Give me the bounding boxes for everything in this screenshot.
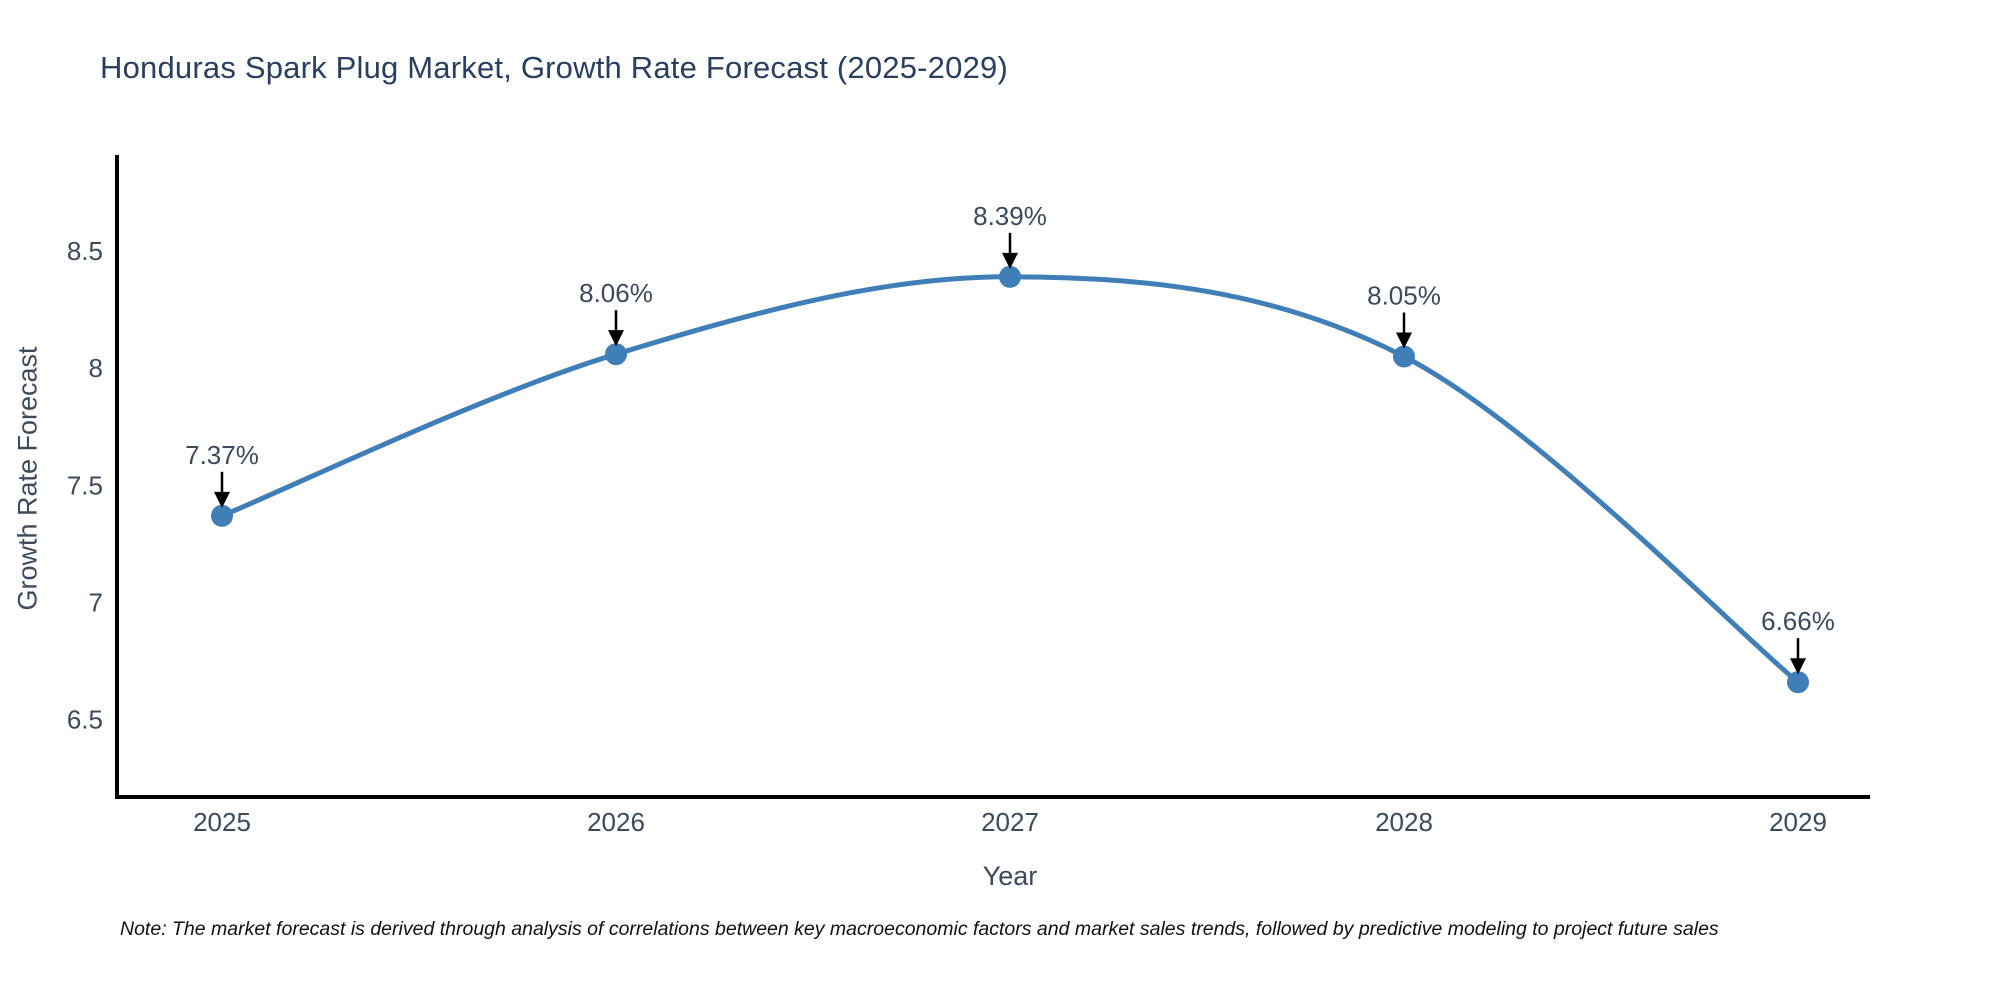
annotation-label: 8.05% — [1367, 281, 1441, 311]
annotation-label: 8.06% — [579, 278, 653, 308]
annotation-arrowhead — [1790, 658, 1806, 675]
annotation-arrowhead — [1396, 332, 1412, 349]
data-point-marker[interactable] — [999, 265, 1021, 288]
x-tick-label: 2029 — [1769, 807, 1827, 837]
annotation-label: 7.37% — [185, 440, 259, 470]
annotation-arrowhead — [1002, 252, 1018, 269]
y-tick-label: 7.5 — [67, 470, 103, 500]
x-tick-label: 2025 — [193, 807, 251, 837]
annotation-arrowhead — [214, 491, 230, 508]
x-tick-label: 2026 — [587, 807, 645, 837]
data-point-marker[interactable] — [605, 343, 627, 366]
data-point-marker[interactable] — [1787, 671, 1809, 694]
footnote: Note: The market forecast is derived thr… — [120, 918, 1719, 940]
annotation-label: 6.66% — [1761, 606, 1835, 636]
x-axis-title: Year — [982, 861, 1038, 891]
forecast-line — [219, 274, 1801, 685]
y-tick-label: 8.5 — [67, 236, 103, 266]
y-axis-title: Growth Rate Forecast — [12, 346, 43, 611]
y-tick-label: 7 — [89, 588, 103, 618]
annotation-arrowhead — [608, 330, 624, 347]
data-point-marker[interactable] — [1393, 345, 1415, 368]
x-tick-label: 2028 — [1375, 807, 1433, 837]
y-tick-label: 8 — [89, 353, 103, 383]
data-point-marker[interactable] — [211, 504, 233, 527]
x-tick-label: 2027 — [981, 807, 1039, 837]
y-tick-label: 6.5 — [67, 705, 103, 735]
annotation-label: 8.39% — [973, 201, 1047, 231]
chart-title: Honduras Spark Plug Market, Growth Rate … — [100, 50, 1008, 85]
